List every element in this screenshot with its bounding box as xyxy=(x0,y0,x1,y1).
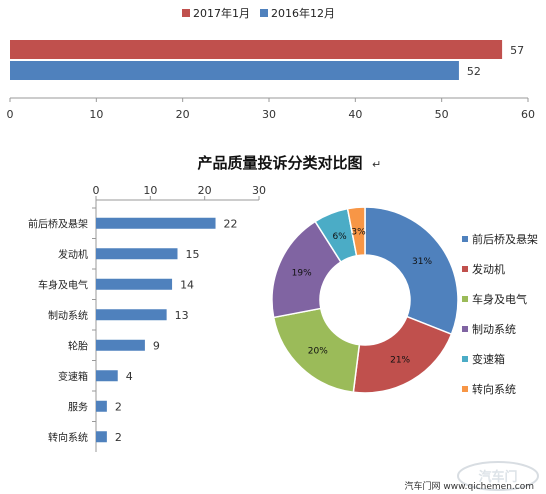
donut-label-4: 19% xyxy=(292,269,312,279)
chart-title: 产品质量投诉分类对比图 xyxy=(197,154,362,172)
data-label-2: 52 xyxy=(467,65,481,78)
category-bar-8 xyxy=(96,431,107,443)
category-value-3: 14 xyxy=(180,278,194,291)
donut-slice-2 xyxy=(352,315,453,394)
category-label-2: 发动机 xyxy=(58,248,88,261)
donut-label-2: 21% xyxy=(390,355,410,365)
donut-slice-1 xyxy=(364,206,459,336)
donut-slice-6 xyxy=(346,206,366,257)
donut-legend-label-4: 制动系统 xyxy=(472,323,516,336)
donut-legend-swatch-6 xyxy=(462,386,468,392)
category-label-4: 制动系统 xyxy=(48,309,88,322)
x-tick-label-1-2: 20 xyxy=(176,108,190,121)
x-tick-label-1-5: 50 xyxy=(435,108,449,121)
return-mark-icon: ↵ xyxy=(372,158,381,171)
legend-swatch-1 xyxy=(182,9,190,17)
category-value-2: 15 xyxy=(186,248,200,261)
donut-legend-swatch-4 xyxy=(462,326,468,332)
donut-legend-label-2: 发动机 xyxy=(472,262,505,276)
donut-legend-label-6: 转向系统 xyxy=(472,382,516,396)
legend-label-1: 2017年1月 xyxy=(193,6,250,20)
donut-legend-swatch-5 xyxy=(462,356,468,362)
category-bar-5 xyxy=(96,339,145,351)
x-tick-label-1-4: 40 xyxy=(348,108,362,121)
category-value-4: 13 xyxy=(175,309,189,322)
donut-label-6: 3% xyxy=(351,227,366,237)
x-tick-label-2-2: 20 xyxy=(198,184,212,197)
donut-label-3: 20% xyxy=(308,346,328,356)
watermark-text: 汽车门网 www.qichemen.com xyxy=(405,480,534,492)
bar-2 xyxy=(10,61,459,80)
category-bar-2 xyxy=(96,248,178,260)
data-label-1: 57 xyxy=(510,44,524,57)
bar-1 xyxy=(10,40,503,59)
watermark-logo-text: 汽车门 xyxy=(478,469,517,485)
donut-legend-swatch-3 xyxy=(462,296,468,302)
legend-label-2: 2016年12月 xyxy=(271,6,335,20)
category-value-7: 2 xyxy=(115,400,122,413)
watermark-logo-icon xyxy=(457,461,539,491)
category-bar-3 xyxy=(96,278,173,290)
category-label-1: 前后桥及悬架 xyxy=(28,217,88,230)
category-value-1: 22 xyxy=(224,217,238,230)
donut-legend-label-3: 车身及电气 xyxy=(472,292,527,306)
category-bar-7 xyxy=(96,400,107,412)
legend-swatch-2 xyxy=(260,9,268,17)
donut-legend-swatch-2 xyxy=(462,266,468,272)
category-bar-6 xyxy=(96,370,118,382)
x-tick-label-2-3: 30 xyxy=(252,184,266,197)
category-bar-1 xyxy=(96,217,216,229)
donut-label-5: 6% xyxy=(332,232,347,242)
x-tick-label-1-0: 0 xyxy=(7,108,14,121)
category-bar-4 xyxy=(96,309,167,321)
x-tick-label-2-1: 10 xyxy=(143,184,157,197)
donut-legend-label-5: 变速箱 xyxy=(472,352,505,366)
category-label-6: 变速箱 xyxy=(58,370,88,383)
x-tick-label-1-3: 30 xyxy=(262,108,276,121)
x-tick-label-2-0: 0 xyxy=(93,184,100,197)
category-label-8: 转向系统 xyxy=(48,431,88,444)
donut-legend-label-1: 前后桥及悬架 xyxy=(472,232,538,246)
category-label-5: 轮胎 xyxy=(68,339,88,352)
category-value-5: 9 xyxy=(153,339,160,352)
category-label-3: 车身及电气 xyxy=(38,278,88,291)
donut-label-1: 31% xyxy=(412,257,432,267)
category-value-8: 2 xyxy=(115,431,122,444)
category-value-6: 4 xyxy=(126,370,133,383)
category-label-7: 服务 xyxy=(68,400,88,413)
x-tick-label-1-1: 10 xyxy=(89,108,103,121)
donut-legend-swatch-1 xyxy=(462,236,468,242)
x-tick-label-1-6: 60 xyxy=(521,108,535,121)
